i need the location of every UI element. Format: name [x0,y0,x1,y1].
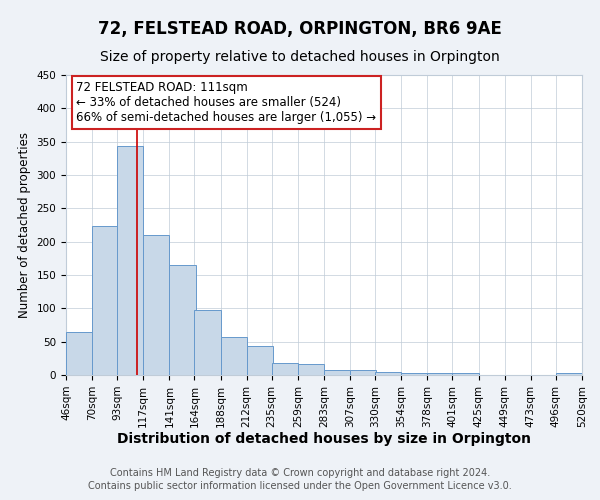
Bar [92,226,118,375]
Bar [375,372,401,375]
Text: Contains HM Land Registry data © Crown copyright and database right 2024.: Contains HM Land Registry data © Crown c… [110,468,490,477]
Text: Contains public sector information licensed under the Open Government Licence v3: Contains public sector information licen… [88,481,512,491]
Bar [401,373,427,375]
X-axis label: Distribution of detached houses by size in Orpington: Distribution of detached houses by size … [117,432,531,446]
Bar [427,373,454,375]
Bar [272,363,298,375]
Bar [117,146,143,375]
Text: Size of property relative to detached houses in Orpington: Size of property relative to detached ho… [100,50,500,64]
Bar [169,265,196,375]
Y-axis label: Number of detached properties: Number of detached properties [18,132,31,318]
Bar [66,332,92,375]
Bar [143,235,169,375]
Bar [452,373,479,375]
Bar [324,370,350,375]
Bar [298,364,324,375]
Bar [194,310,221,375]
Text: 72, FELSTEAD ROAD, ORPINGTON, BR6 9AE: 72, FELSTEAD ROAD, ORPINGTON, BR6 9AE [98,20,502,38]
Bar [221,337,247,375]
Text: 72 FELSTEAD ROAD: 111sqm
← 33% of detached houses are smaller (524)
66% of semi-: 72 FELSTEAD ROAD: 111sqm ← 33% of detach… [76,81,376,124]
Bar [556,373,582,375]
Bar [350,370,376,375]
Bar [247,346,273,375]
